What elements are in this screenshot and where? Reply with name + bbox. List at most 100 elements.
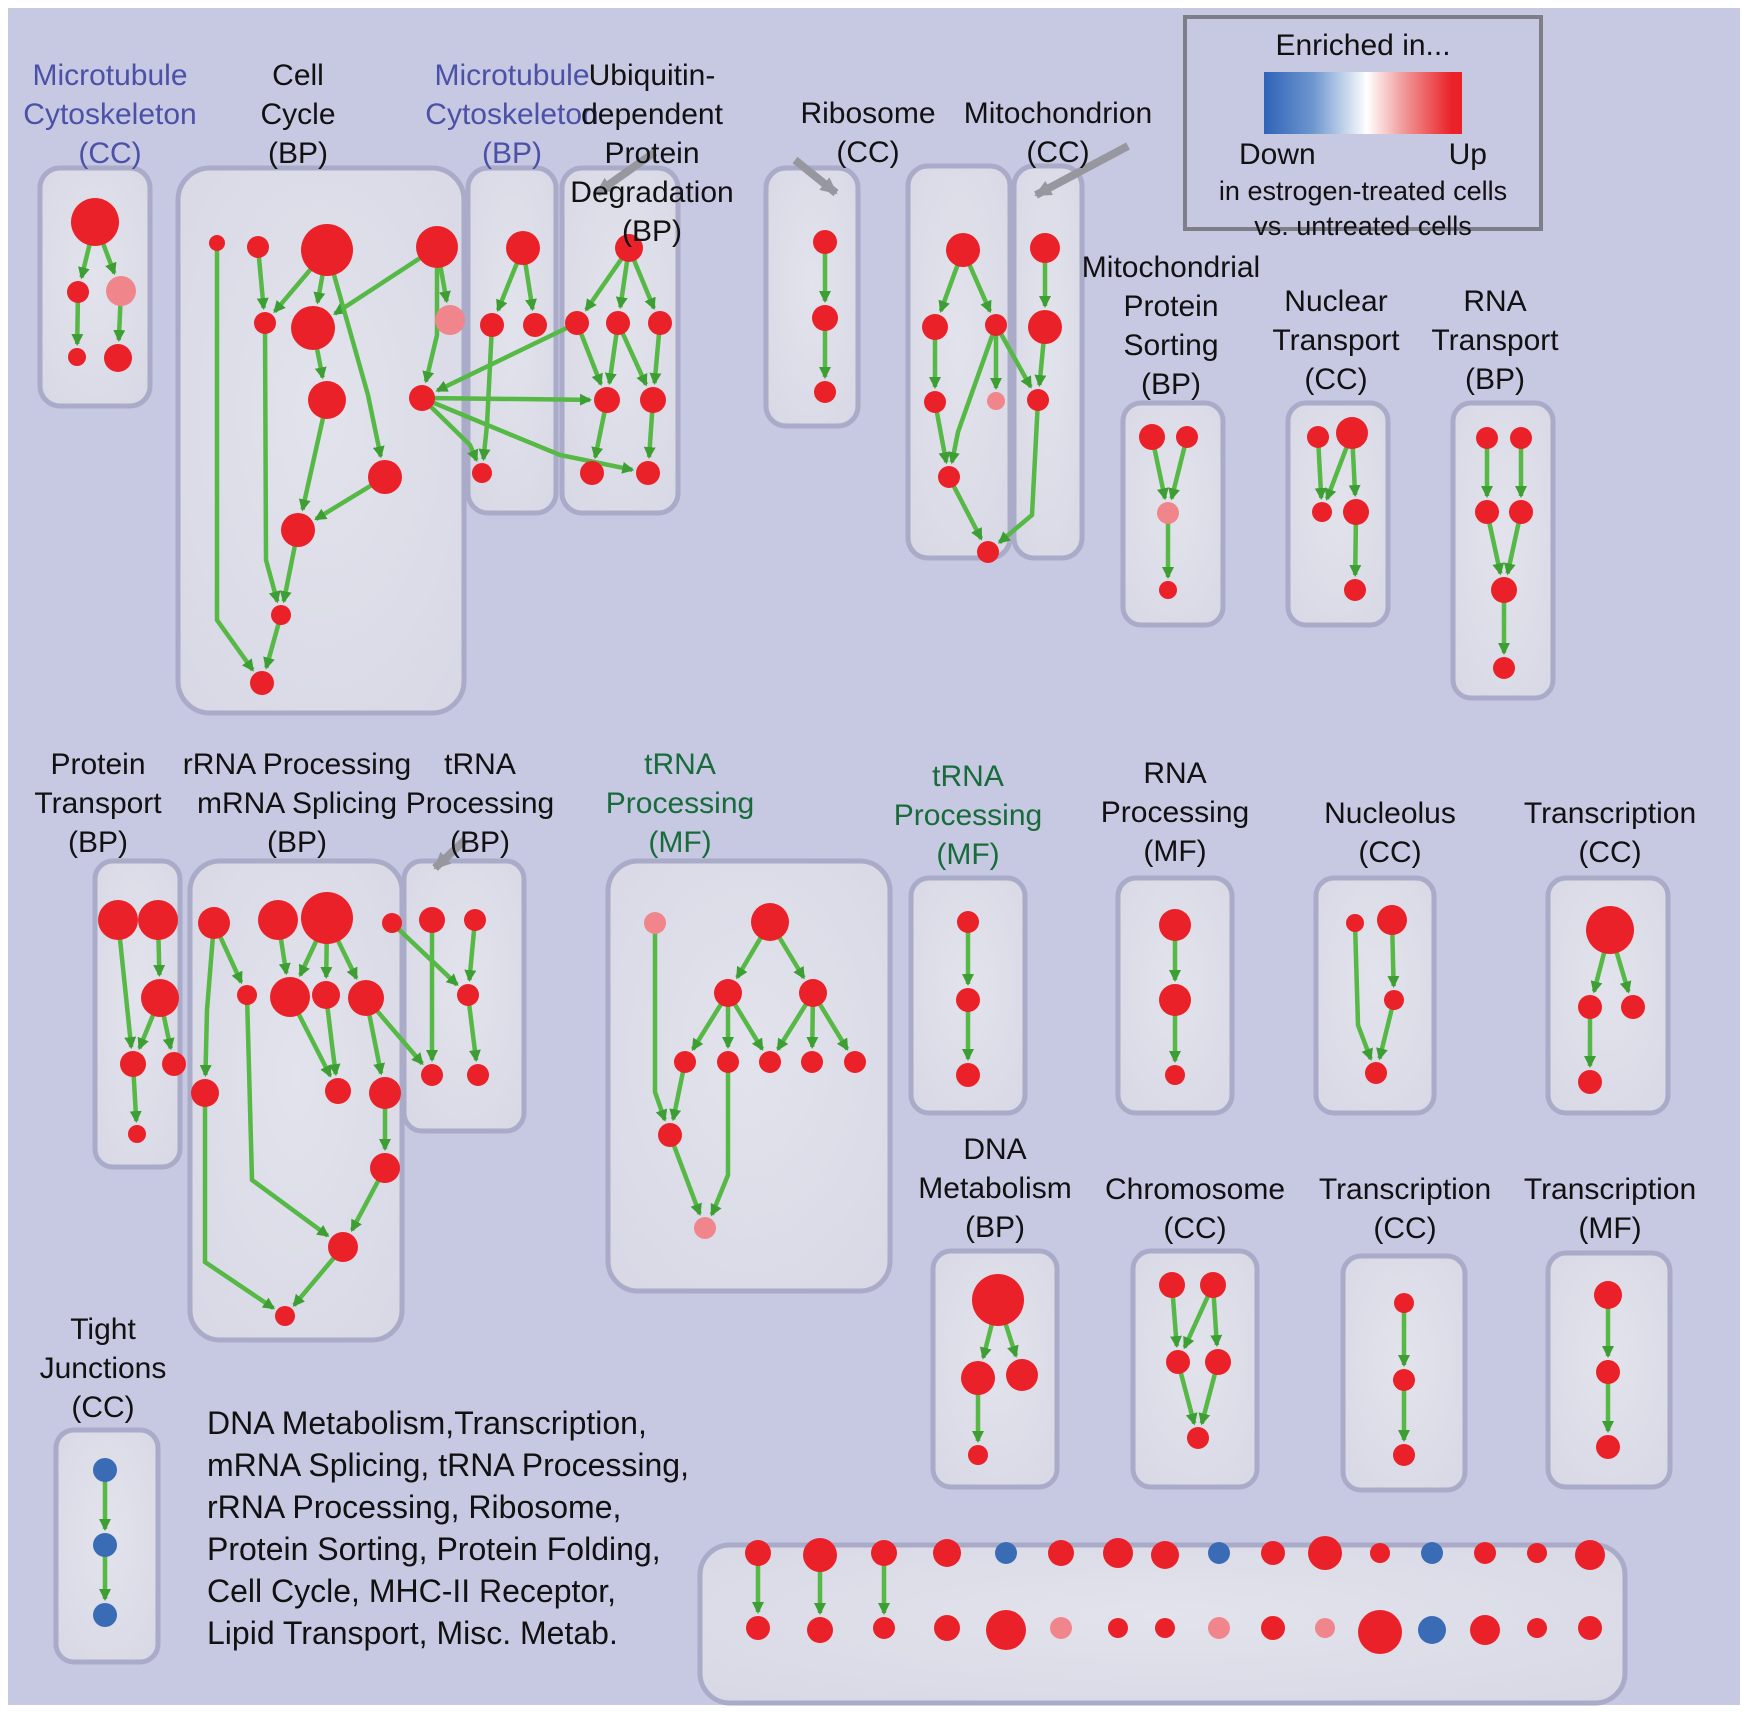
go-term-node-microtubule-cytoskeleton-bp-2 (523, 313, 547, 337)
cluster-label-transcription-mf: Transcription (MF) (1523, 1173, 1697, 1245)
go-term-node-ubiquitin-degradation-bp-main-0 (615, 234, 643, 262)
go-term-node-rrna-processing-mrna-splicing-bp-7 (348, 980, 384, 1016)
legend-gradient-bar (1264, 72, 1462, 134)
go-term-node-misc-clusters-24 (1208, 1617, 1230, 1639)
go-term-node-cell-cycle-bp-0 (209, 235, 225, 251)
go-term-node-ribosome-cc-5 (938, 466, 960, 488)
cluster-box-chromosome-cc (1130, 1248, 1260, 1490)
go-term-node-misc-clusters-30 (1527, 1618, 1547, 1638)
go-term-node-rrna-processing-mrna-splicing-bp-11 (328, 1232, 358, 1262)
edge (262, 322, 281, 604)
go-term-node-trna-processing-bp-0 (419, 907, 445, 933)
cluster-label-ubiquitin-degradation-bp-main: Ubiquitin- dependent Protein Degradation… (570, 59, 734, 248)
go-term-node-misc-clusters-16 (746, 1616, 770, 1640)
go-term-node-cell-cycle-bp-8 (368, 460, 402, 494)
go-term-node-misc-clusters-23 (1155, 1618, 1175, 1638)
edge (1352, 922, 1373, 1061)
go-term-node-ribosome-cc-3 (924, 391, 946, 413)
go-term-node-trna-processing-mf-large-9 (658, 1123, 682, 1147)
edge (115, 919, 137, 1050)
go-term-node-protein-transport-bp-0 (98, 900, 138, 940)
go-term-node-chromosome-cc-0 (1159, 1272, 1185, 1298)
go-term-node-protein-transport-bp-4 (162, 1052, 186, 1076)
go-term-node-cell-cycle-bp-7 (308, 381, 346, 419)
go-term-node-misc-clusters-28 (1418, 1616, 1446, 1644)
go-term-node-trna-processing-mf-small-2 (956, 1063, 980, 1087)
go-term-node-cell-cycle-bp-5 (291, 306, 335, 350)
go-term-node-cell-cycle-bp-6 (435, 305, 465, 335)
go-term-node-chromosome-cc-2 (1166, 1350, 1190, 1374)
misc-line: Lipid Transport, Misc. Metab. (207, 1615, 618, 1651)
cluster-label-rna-processing-mf: RNA Processing (MF) (1100, 757, 1250, 868)
go-term-node-misc-clusters-4 (995, 1542, 1017, 1564)
go-term-node-ubiquitin-degradation-bp-main-1 (565, 311, 589, 335)
go-term-node-ribosome-cc-6 (977, 541, 999, 563)
go-term-node-ubiquitin-degradation-bp-main-2 (606, 311, 630, 335)
misc-clusters-text: DNA Metabolism,Transcription, mRNA Splic… (207, 1402, 689, 1654)
edge (420, 396, 479, 462)
go-term-node-nucleolus-cc-0 (1346, 914, 1364, 932)
go-term-node-nuclear-transport-cc-1 (1336, 417, 1368, 449)
go-term-node-microtubule-cytoskeleton-cc-2 (106, 276, 136, 306)
arrow-to-trna-bp (432, 837, 468, 871)
go-term-node-nuclear-transport-cc-0 (1307, 426, 1329, 448)
go-term-node-ubiquitin-degradation-bp-main-4 (594, 387, 620, 413)
go-term-node-misc-clusters-22 (1108, 1618, 1128, 1638)
go-term-node-misc-clusters-12 (1421, 1542, 1443, 1564)
go-term-node-misc-clusters-1 (803, 1538, 837, 1572)
go-term-node-cell-cycle-bp-2 (301, 224, 353, 276)
go-term-node-cell-cycle-bp-1 (247, 236, 269, 258)
edge (709, 1062, 731, 1217)
cluster-label-ribosome-cc: Ribosome (CC) (800, 97, 936, 169)
go-term-node-mitochondrial-protein-sorting-bp-0 (1139, 424, 1165, 450)
go-term-node-mitochondrion-cc-2 (1027, 389, 1049, 411)
go-term-node-misc-clusters-9 (1261, 1541, 1285, 1565)
misc-line: Protein Sorting, Protein Folding, (207, 1531, 661, 1567)
go-term-node-nuclear-transport-cc-3 (1343, 499, 1369, 525)
go-term-node-mitochondrion-cc-1 (1028, 310, 1062, 344)
go-term-node-transcription-cc-bottom-0 (1394, 1293, 1414, 1313)
go-term-node-ubiquitin-degradation-bp-chain-2 (814, 381, 836, 403)
go-term-node-trna-processing-mf-large-3 (799, 979, 827, 1007)
go-term-node-trna-processing-mf-small-1 (956, 988, 980, 1012)
go-term-node-trna-processing-bp-4 (467, 1064, 489, 1086)
go-term-node-misc-clusters-29 (1470, 1615, 1500, 1645)
edge (478, 324, 495, 462)
go-term-node-misc-clusters-25 (1261, 1616, 1285, 1640)
go-term-node-rna-transport-bp-2 (1475, 500, 1499, 524)
go-term-node-rrna-processing-mrna-splicing-bp-10 (370, 1153, 400, 1183)
cluster-box-nucleolus-cc (1313, 875, 1437, 1116)
go-term-node-rna-transport-bp-0 (1476, 427, 1498, 449)
edge (948, 324, 999, 465)
legend-title: Enriched in... (1275, 29, 1451, 62)
go-term-node-misc-clusters-6 (1103, 1538, 1133, 1568)
go-term-node-misc-clusters-2 (871, 1540, 897, 1566)
go-term-node-trna-processing-bp-2 (457, 984, 479, 1006)
go-term-node-rrna-processing-mrna-splicing-bp-3 (382, 913, 402, 933)
cluster-label-transcription-cc-bottom: Transcription (CC) (1318, 1173, 1492, 1245)
go-term-node-cell-cycle-bp-10 (271, 605, 291, 625)
arrow-to-ubiquitin-main (594, 148, 658, 197)
go-term-node-microtubule-cytoskeleton-bp-1 (480, 313, 504, 337)
edge (947, 475, 984, 541)
edge (244, 994, 330, 1238)
cluster-label-trna-processing-mf-small: tRNA Processing (MF) (893, 760, 1043, 871)
go-term-node-trna-processing-mf-small-0 (957, 911, 979, 933)
go-term-node-trna-processing-mf-large-2 (714, 979, 742, 1007)
go-term-node-dna-metabolism-bp-3 (968, 1445, 988, 1465)
arrow-to-mitochondrion (1034, 142, 1130, 199)
legend-subtitle-1: in estrogen-treated cells (1218, 176, 1508, 206)
go-term-node-cell-cycle-bp-4 (254, 312, 276, 334)
go-term-node-cell-cycle-bp-3 (416, 226, 458, 268)
go-term-node-microtubule-cytoskeleton-bp-3 (472, 463, 492, 483)
go-term-node-dna-metabolism-bp-2 (1006, 1359, 1038, 1391)
go-term-node-misc-clusters-7 (1151, 1541, 1179, 1569)
misc-line: mRNA Splicing, tRNA Processing, (207, 1447, 689, 1483)
go-term-node-transcription-mf-1 (1596, 1360, 1620, 1384)
go-term-node-misc-clusters-27 (1358, 1610, 1402, 1654)
cluster-box-ribosome-cc (905, 163, 1013, 561)
edge (202, 1093, 276, 1311)
go-term-node-cell-cycle-bp-9 (281, 513, 315, 547)
go-term-node-transcription-cc-mid-0 (1586, 906, 1634, 954)
